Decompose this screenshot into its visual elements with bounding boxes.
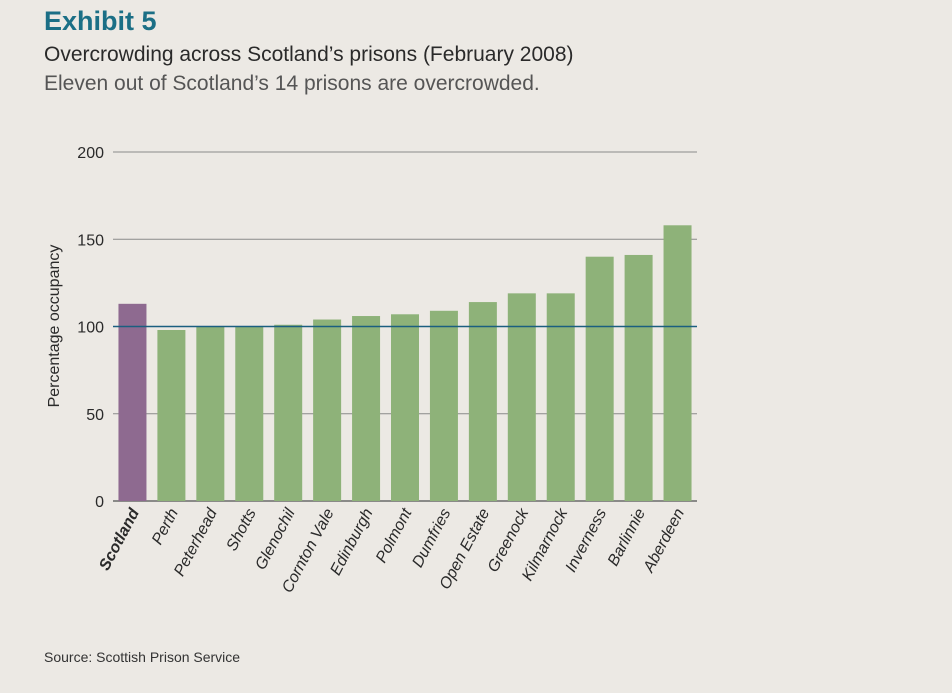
x-tick-label: Dumfries (409, 506, 454, 571)
x-tick-label: Polmont (373, 505, 416, 565)
bar-shotts (235, 326, 264, 501)
bar-edinburgh (352, 316, 381, 501)
y-tick-label: 200 (77, 145, 104, 162)
bar-kilmarnock (546, 293, 575, 501)
y-tick-label: 150 (77, 232, 104, 249)
x-tick-label: Barlinnie (605, 506, 649, 569)
bar-greenock (507, 293, 536, 501)
y-tick-label: 0 (95, 494, 104, 511)
bar-peterhead (196, 326, 225, 501)
y-tick-labels: 0 50 100 150 200 (77, 145, 104, 511)
bar-scotland (118, 303, 147, 501)
bar-aberdeen (663, 225, 692, 502)
bar-barlinnie (624, 254, 653, 501)
y-tick-label: 50 (86, 407, 104, 424)
y-tick-label: 100 (77, 320, 104, 337)
bar-open-estate (468, 302, 497, 501)
x-tick-label: Shotts (223, 506, 259, 554)
bar-dumfries (429, 310, 458, 501)
bar-inverness (585, 256, 614, 501)
x-tick-label: Scotland (96, 505, 143, 574)
source-note: Source: Scottish Prison Service (44, 649, 241, 665)
bar-perth (157, 329, 186, 501)
bar-cornton-vale (313, 319, 342, 501)
bars (118, 225, 692, 502)
bar-glenochil (274, 324, 303, 501)
chart-title: Overcrowding across Scotland’s prisons (… (44, 43, 574, 66)
bar-polmont (391, 314, 419, 501)
exhibit-label: Exhibit 5 (44, 6, 157, 36)
x-tick-label: Perth (149, 506, 182, 548)
chart-subtitle: Eleven out of Scotland’s 14 prisons are … (44, 72, 540, 95)
y-axis-label: Percentage occupancy (46, 245, 63, 408)
